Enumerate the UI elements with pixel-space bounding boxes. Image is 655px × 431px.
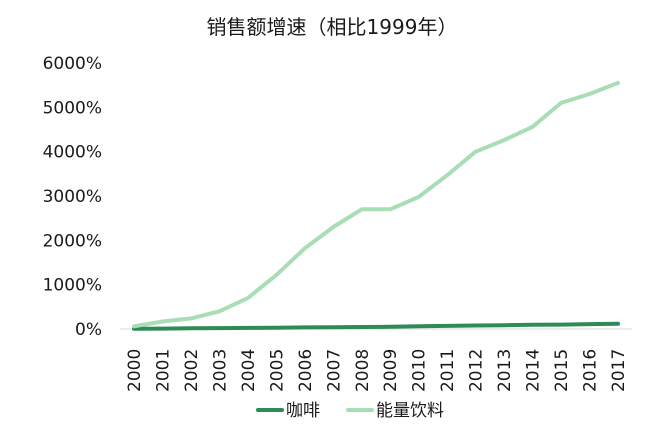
x-tick-label: 2010	[410, 349, 430, 392]
x-tick-label: 2011	[438, 349, 458, 392]
chart-title: 销售额增速（相比1999年）	[207, 15, 458, 39]
y-axis-ticks: 0% 1000% 2000% 3000% 4000% 5000% 6000%	[43, 54, 102, 340]
x-tick-label: 2005	[267, 349, 287, 392]
x-tick-label: 2008	[353, 349, 373, 392]
legend-label-1: 能量饮料	[376, 401, 444, 421]
y-tick-label: 4000%	[43, 143, 102, 163]
x-tick-label: 2016	[581, 349, 601, 392]
x-tick-label: 2006	[296, 349, 316, 392]
x-tick-label: 2002	[182, 349, 202, 392]
legend: 咖啡 能量饮料	[256, 401, 444, 421]
x-tick-label: 2003	[210, 349, 230, 392]
series-line-1	[132, 80, 620, 329]
series-line-0	[132, 321, 620, 331]
x-tick-label: 2004	[239, 349, 259, 392]
legend-label-0: 咖啡	[286, 401, 320, 421]
y-tick-label: 3000%	[43, 187, 102, 207]
x-tick-label: 2013	[495, 349, 515, 392]
x-tick-label: 2007	[324, 349, 344, 392]
x-tick-label: 2017	[609, 349, 629, 392]
y-tick-label: 1000%	[43, 276, 102, 296]
y-tick-label: 2000%	[43, 231, 102, 251]
x-tick-label: 2012	[467, 349, 487, 392]
x-tick-label: 2015	[552, 349, 572, 392]
y-tick-label: 0%	[75, 320, 102, 340]
series-lines	[132, 80, 620, 331]
y-tick-label: 5000%	[43, 98, 102, 118]
y-tick-label: 6000%	[43, 54, 102, 74]
x-tick-label: 2009	[381, 349, 401, 392]
x-axis-ticks: 2000 2001 2002 2003 2004 2005 2006 2007 2008 2009…	[125, 349, 629, 392]
x-tick-label: 2001	[153, 349, 173, 392]
x-tick-label: 2000	[125, 349, 145, 392]
x-tick-label: 2014	[524, 349, 544, 392]
